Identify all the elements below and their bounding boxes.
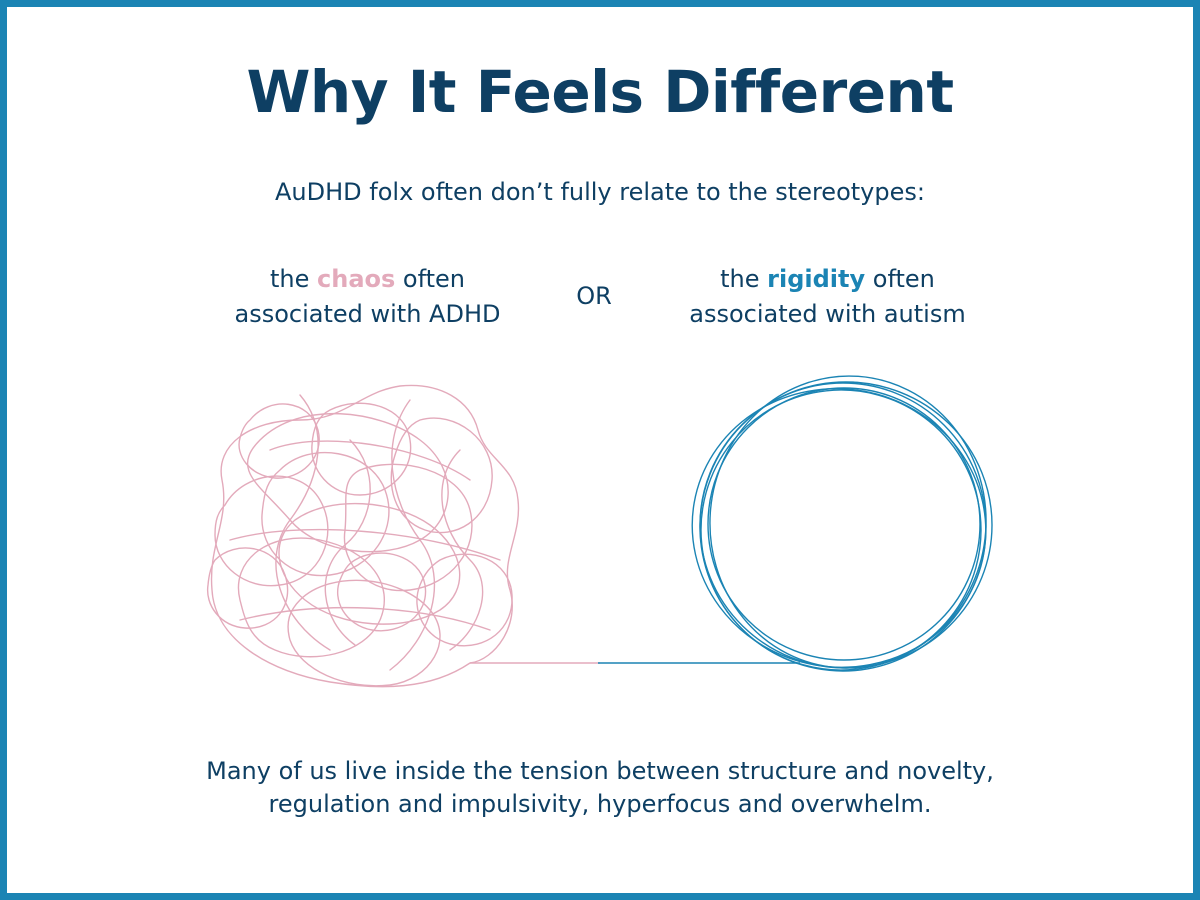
circle-loop-icon bbox=[691, 375, 993, 672]
chaos-suffix: often bbox=[395, 265, 466, 293]
rigidity-keyword: rigidity bbox=[767, 265, 866, 293]
chaos-keyword: chaos bbox=[317, 265, 396, 293]
or-separator: OR bbox=[576, 282, 612, 310]
footer-line-1: Many of us live inside the tension betwe… bbox=[206, 757, 994, 785]
adhd-chaos-label: the chaos often associated with ADHD bbox=[200, 262, 535, 332]
subtitle: AuDHD folx often don’t fully relate to t… bbox=[275, 178, 925, 206]
rigidity-prefix: the bbox=[720, 265, 768, 293]
rigidity-line2: associated with autism bbox=[689, 300, 966, 328]
footer-line-2: regulation and impulsivity, hyperfocus a… bbox=[268, 790, 932, 818]
chaos-prefix: the bbox=[269, 265, 317, 293]
rigidity-suffix: often bbox=[865, 265, 935, 293]
footer-text: Many of us live inside the tension betwe… bbox=[0, 755, 1200, 821]
page-title: Why It Feels Different bbox=[246, 58, 954, 126]
autism-rigidity-label: the rigidity often associated with autis… bbox=[655, 262, 1000, 332]
tangled-scribble-icon bbox=[206, 384, 520, 688]
chaos-line2: associated with ADHD bbox=[234, 300, 501, 328]
